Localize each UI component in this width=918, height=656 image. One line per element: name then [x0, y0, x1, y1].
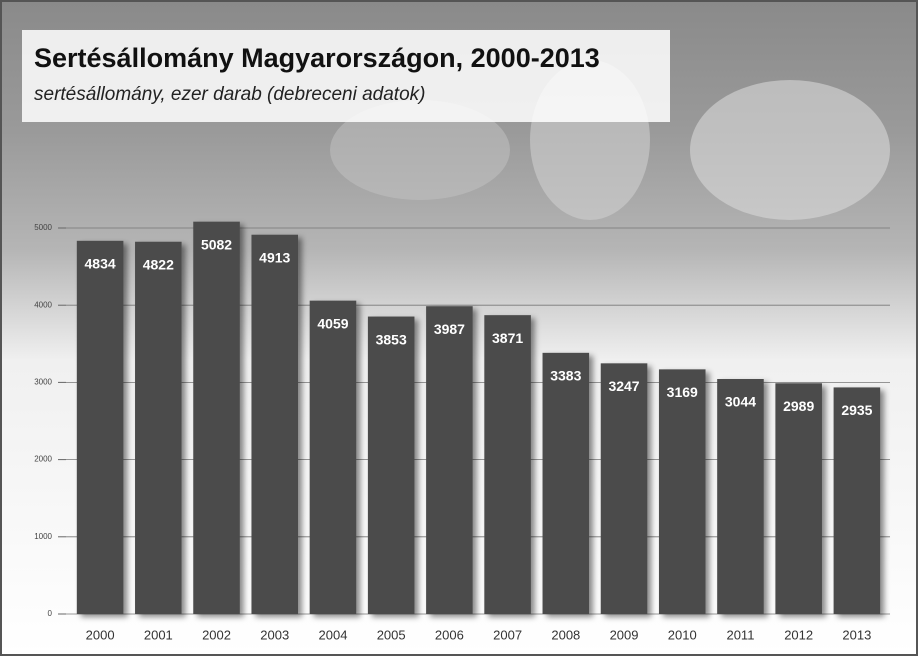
- bar: [426, 306, 473, 614]
- bar: [135, 242, 182, 614]
- y-tick-label: 4000: [34, 300, 52, 309]
- bar: [775, 383, 822, 614]
- y-tick-label: 2000: [34, 455, 52, 464]
- bar: [368, 317, 415, 614]
- value-label: 3383: [550, 368, 581, 384]
- chart-title: Sertésállomány Magyarországon, 2000-2013: [34, 43, 600, 73]
- value-label: 5082: [201, 236, 232, 252]
- bar: [717, 379, 764, 614]
- value-label: 4913: [259, 249, 290, 265]
- chart-subtitle: sertésállomány, ezer darab (debreceni ad…: [34, 84, 425, 105]
- photo-shape: [690, 80, 890, 220]
- value-label: 4834: [85, 256, 116, 272]
- value-label: 4822: [143, 256, 174, 272]
- value-label: 3871: [492, 330, 523, 346]
- x-tick-label: 2011: [726, 627, 754, 642]
- x-tick-label: 2008: [551, 627, 580, 642]
- y-tick-label: 1000: [34, 532, 52, 541]
- y-tick-label: 5000: [34, 223, 52, 232]
- value-label: 3987: [434, 321, 465, 337]
- x-tick-label: 2001: [144, 627, 173, 642]
- x-tick-label: 2002: [202, 627, 231, 642]
- bar: [77, 241, 124, 614]
- value-label: 4059: [317, 315, 348, 331]
- bar: [834, 387, 881, 614]
- bar: [193, 222, 240, 614]
- value-label: 3247: [608, 378, 639, 394]
- value-label: 3044: [725, 394, 756, 410]
- chart: 0 1000 2000 3000 4000 5000 2000 4834 2001 4822 200…: [0, 0, 918, 656]
- value-label: 2989: [783, 398, 814, 414]
- x-tick-label: 2010: [668, 627, 697, 642]
- x-tick-label: 2012: [784, 627, 813, 642]
- x-tick-label: 2007: [493, 627, 522, 642]
- value-label: 2935: [841, 402, 872, 418]
- bar: [310, 301, 357, 614]
- x-tick-label: 2009: [610, 627, 639, 642]
- y-tick-label: 3000: [34, 378, 52, 387]
- x-tick-label: 2000: [86, 627, 115, 642]
- x-tick-label: 2003: [260, 627, 289, 642]
- x-tick-label: 2013: [842, 627, 871, 642]
- x-tick-label: 2006: [435, 627, 464, 642]
- x-tick-label: 2004: [319, 627, 348, 642]
- bar: [484, 315, 531, 614]
- bar: [601, 363, 648, 614]
- x-tick-label: 2005: [377, 627, 406, 642]
- value-label: 3853: [376, 331, 407, 347]
- value-label: 3169: [667, 384, 698, 400]
- bar: [543, 353, 590, 614]
- bar: [659, 369, 706, 614]
- y-tick-label: 0: [48, 609, 53, 618]
- bar: [251, 235, 298, 614]
